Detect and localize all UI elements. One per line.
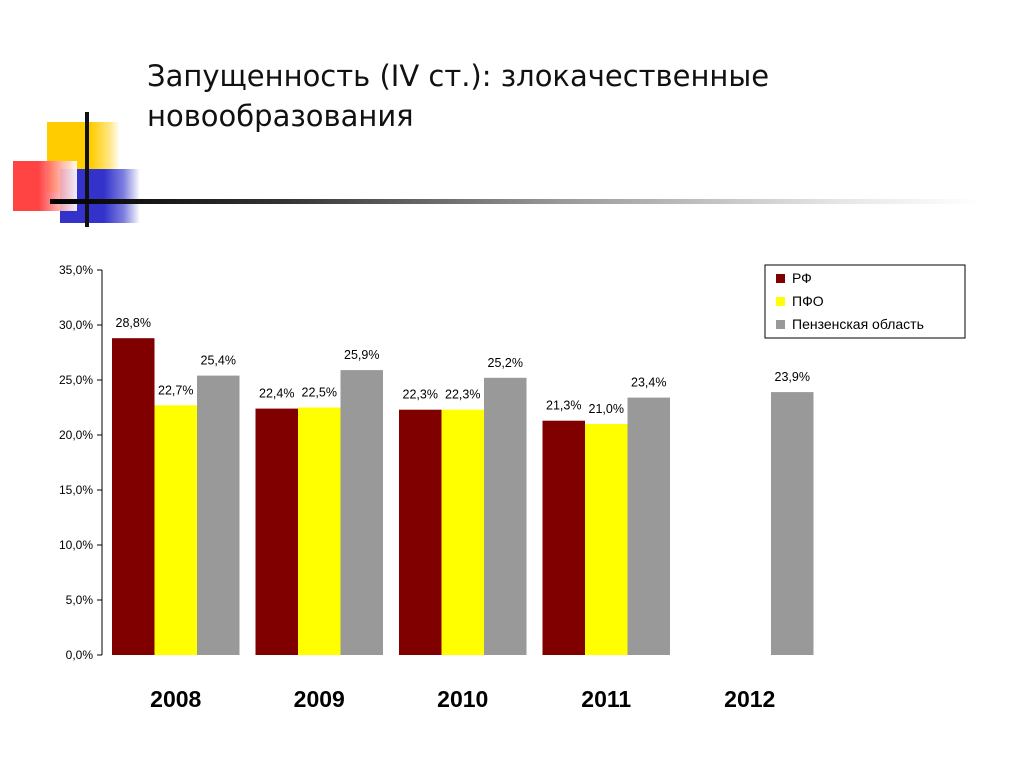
legend-swatch: [776, 274, 785, 283]
bar: [542, 420, 585, 655]
slide-title-line-1: Запущенность (IV ст.): злокачественные: [147, 59, 770, 93]
legend-label: Пензенская область: [792, 316, 924, 332]
data-label: 22,3%: [403, 388, 438, 402]
slide-title-line-2: новообразования: [147, 99, 414, 133]
x-category-label: 2008: [150, 686, 201, 712]
y-tick-label: 35,0%: [59, 263, 93, 277]
y-tick-label: 0,0%: [66, 648, 94, 662]
data-label: 23,9%: [775, 370, 810, 384]
data-label: 22,4%: [259, 387, 294, 401]
legend-label: РФ: [792, 270, 812, 286]
data-label: 23,4%: [631, 376, 666, 390]
x-category-label: 2010: [437, 686, 488, 712]
bar: [112, 338, 155, 655]
data-label: 25,2%: [488, 356, 523, 370]
bar: [197, 375, 240, 655]
data-label: 28,8%: [116, 316, 151, 330]
bar: [154, 405, 197, 655]
decor-vertical-line: [85, 112, 89, 227]
y-tick-label: 5,0%: [66, 593, 94, 607]
bar: [255, 408, 298, 655]
legend-box: [764, 264, 966, 339]
y-tick-label: 20,0%: [59, 428, 93, 442]
legend-label: ПФО: [792, 293, 824, 309]
bar: [441, 409, 484, 655]
data-label: 21,3%: [546, 399, 581, 413]
legend-swatch: [776, 297, 785, 306]
decor-horizontal-line: [50, 199, 980, 204]
y-tick-label: 25,0%: [59, 373, 93, 387]
data-label: 22,7%: [158, 383, 193, 397]
data-label: 25,4%: [201, 354, 236, 368]
data-label: 22,3%: [445, 388, 480, 402]
data-label: 22,5%: [302, 386, 337, 400]
slide-title: Запущенность (IV ст.): злокачественные н…: [147, 56, 947, 136]
y-tick-label: 10,0%: [59, 538, 93, 552]
x-category-label: 2009: [294, 686, 345, 712]
data-label: 21,0%: [589, 402, 624, 416]
bar: [298, 407, 341, 655]
bar: [627, 397, 670, 655]
bar: [340, 370, 383, 655]
bar: [484, 377, 527, 655]
bar: [399, 409, 442, 655]
x-category-label: 2012: [724, 686, 775, 712]
y-tick-label: 15,0%: [59, 483, 93, 497]
x-category-label: 2011: [581, 686, 631, 712]
y-tick-label: 30,0%: [59, 318, 93, 332]
legend-swatch: [776, 320, 785, 329]
bar: [771, 392, 814, 655]
bar: [585, 424, 628, 655]
data-label: 25,9%: [344, 348, 379, 362]
